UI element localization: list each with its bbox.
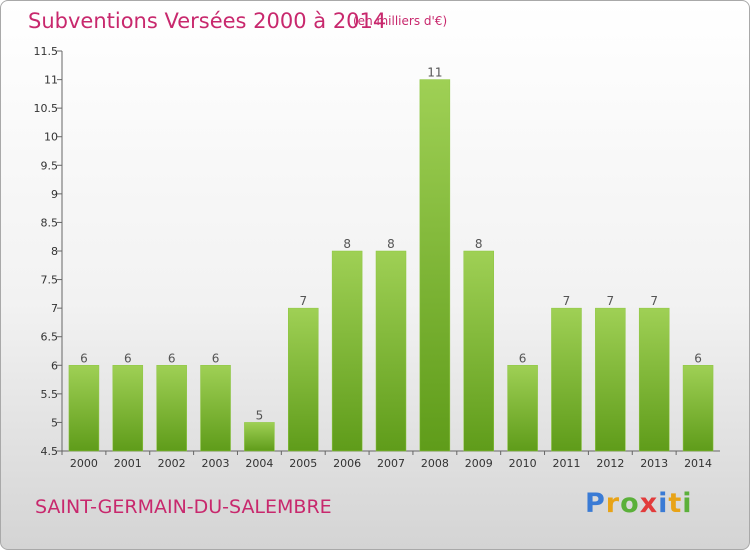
bar <box>419 79 451 452</box>
data-label: 8 <box>343 237 351 251</box>
y-tick-label: 8 <box>51 245 58 258</box>
bar <box>507 365 538 452</box>
x-tick-label: 2007 <box>377 457 405 470</box>
x-tick-label: 2002 <box>158 457 186 470</box>
y-tick-label: 8.5 <box>41 216 59 229</box>
x-tick-label: 2011 <box>552 457 580 470</box>
data-label: 6 <box>168 351 176 365</box>
data-label: 6 <box>212 351 220 365</box>
y-tick-label: 7 <box>51 302 58 315</box>
data-label: 6 <box>124 351 132 365</box>
bar <box>463 250 494 452</box>
data-label: 7 <box>650 294 658 308</box>
x-tick-label: 2014 <box>684 457 712 470</box>
x-tick-label: 2012 <box>596 457 624 470</box>
bar <box>244 422 275 452</box>
x-tick-label: 2008 <box>421 457 449 470</box>
logo-letter: t <box>668 488 683 519</box>
bar <box>638 307 670 452</box>
bar <box>68 365 100 452</box>
data-label: 6 <box>694 351 702 365</box>
bar <box>682 365 714 452</box>
bar <box>331 250 363 452</box>
y-tick-label: 7.5 <box>41 274 59 287</box>
x-tick-label: 2009 <box>465 457 493 470</box>
logo-letter: r <box>605 488 621 519</box>
data-label: 8 <box>475 237 483 251</box>
data-label: 7 <box>607 294 615 308</box>
bar <box>595 307 626 452</box>
x-tick-label: 2013 <box>640 457 668 470</box>
x-tick-label: 2001 <box>114 457 142 470</box>
y-tick-label: 9.5 <box>41 159 59 172</box>
data-label: 7 <box>563 294 571 308</box>
commune-name: SAINT-GERMAIN-DU-SALEMBRE <box>35 496 332 518</box>
proxiti-logo: Proxiti <box>585 488 693 519</box>
chart-unit: (en milliers d'€) <box>353 14 448 28</box>
x-tick-label: 2000 <box>70 457 98 470</box>
y-tick-label: 6.5 <box>41 331 59 344</box>
y-tick-label: 5 <box>51 416 58 429</box>
x-tick-label: 2004 <box>245 457 273 470</box>
logo-letter: i <box>658 488 669 519</box>
x-tick-label: 2010 <box>509 457 537 470</box>
logo-letter: o <box>620 488 640 519</box>
bar <box>200 365 231 452</box>
bar <box>156 365 187 452</box>
x-tick-label: 2006 <box>333 457 361 470</box>
data-label: 7 <box>299 294 307 308</box>
data-label: 6 <box>80 351 88 365</box>
y-tick-label: 11 <box>44 74 58 87</box>
bar <box>551 307 582 452</box>
bar <box>112 365 144 452</box>
logo-letter: i <box>682 488 693 519</box>
logo-letter: P <box>585 488 606 519</box>
chart-title: Subventions Versées 2000 à 2014 <box>28 9 387 33</box>
y-tick-label: 10 <box>44 131 58 144</box>
y-tick-label: 4.5 <box>41 445 59 458</box>
data-label: 5 <box>256 408 264 422</box>
y-tick-label: 5.5 <box>41 388 59 401</box>
y-tick-label: 6 <box>51 359 58 372</box>
data-label: 11 <box>427 66 442 80</box>
data-label: 8 <box>387 237 395 251</box>
bar <box>288 307 319 452</box>
y-tick-label: 11.5 <box>34 45 59 58</box>
bar <box>375 250 407 452</box>
y-tick-label: 9 <box>51 188 58 201</box>
x-tick-label: 2003 <box>202 457 230 470</box>
data-label: 6 <box>519 351 527 365</box>
logo-letter: x <box>639 488 659 519</box>
y-tick-label: 10.5 <box>34 102 59 115</box>
x-tick-label: 2005 <box>289 457 317 470</box>
